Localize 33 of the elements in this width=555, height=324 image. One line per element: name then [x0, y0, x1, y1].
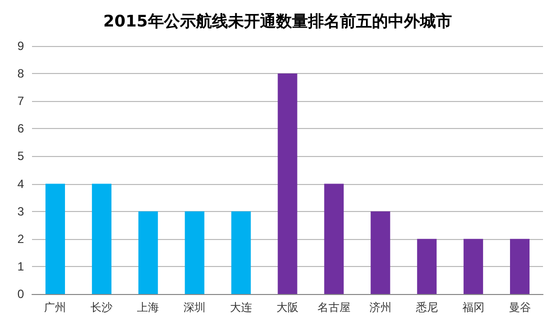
bar — [278, 74, 298, 294]
x-tick-label: 深圳 — [184, 301, 206, 314]
x-tick-label: 悉尼 — [414, 301, 438, 314]
x-tick-label: 大阪 — [276, 301, 298, 314]
x-tick-label: 广州 — [44, 301, 66, 314]
x-tick-label: 济州 — [369, 301, 392, 314]
y-tick-label: 9 — [17, 39, 24, 53]
bar — [45, 184, 65, 294]
x-tick-label: 名古屋 — [317, 301, 350, 314]
y-tick-label: 6 — [17, 122, 24, 136]
chart-title: 2015年公示航线未开通数量排名前五的中外城市 — [103, 12, 452, 30]
bar — [324, 184, 344, 294]
bar — [510, 238, 530, 294]
y-tick-label: 2 — [17, 232, 24, 246]
bar — [92, 184, 112, 294]
x-tick-label: 大连 — [230, 301, 252, 314]
x-tick-label: 长沙 — [90, 301, 113, 314]
x-tick-label: 上海 — [137, 301, 160, 314]
y-tick-label: 5 — [17, 149, 24, 164]
x-tick-label: 曼谷 — [508, 301, 531, 314]
y-tick-label: 8 — [17, 66, 24, 81]
y-tick-label: 0 — [17, 287, 24, 301]
y-tick-label: 7 — [17, 94, 24, 108]
bar — [370, 211, 390, 294]
y-tick-label: 3 — [17, 204, 24, 218]
bar — [138, 211, 158, 294]
y-tick-label: 4 — [17, 176, 24, 191]
bar — [417, 238, 437, 294]
x-tick-label: 福冈 — [462, 301, 484, 314]
bar — [464, 238, 484, 294]
bar — [231, 211, 251, 294]
bar — [184, 211, 204, 294]
y-tick-label: 1 — [17, 259, 24, 274]
